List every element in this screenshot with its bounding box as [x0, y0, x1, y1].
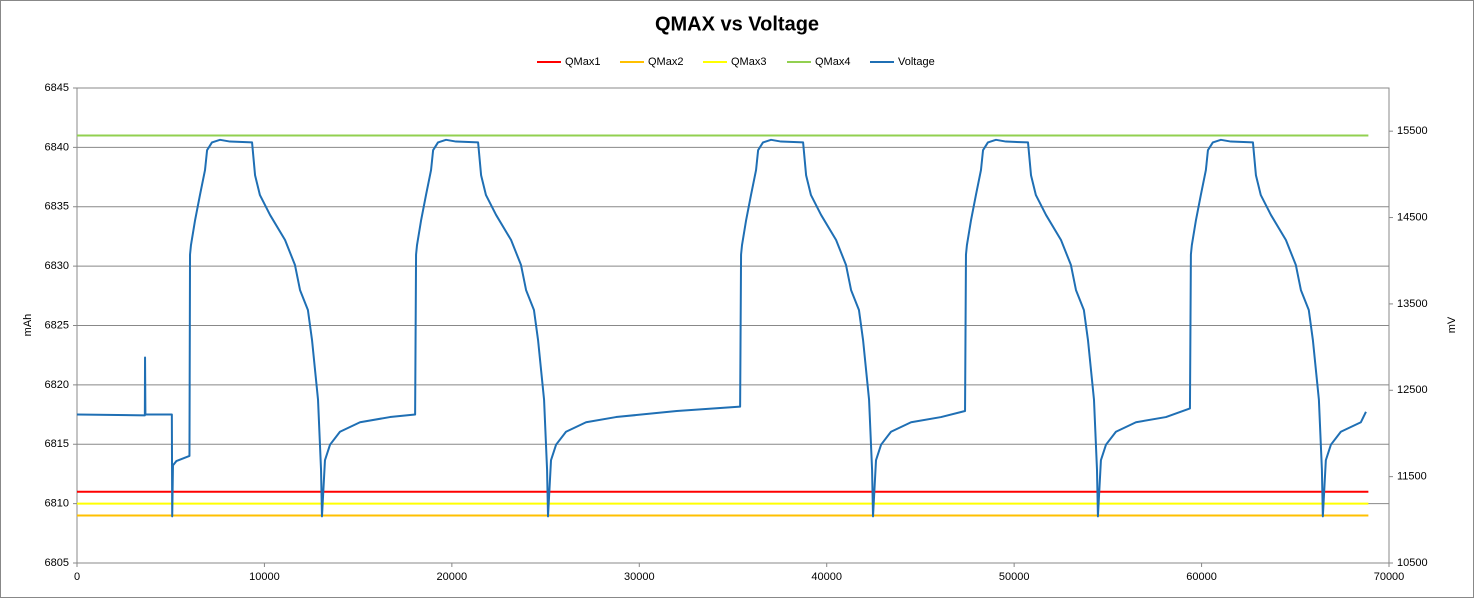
x-tick-label: 20000 — [437, 571, 468, 583]
y-tick-label: 6825 — [45, 319, 69, 331]
y-tick-label: 6805 — [45, 557, 69, 569]
y2-tick-label: 12500 — [1397, 384, 1428, 396]
y2-axis-label: mV — [1446, 316, 1458, 333]
x-tick-label: 40000 — [811, 571, 842, 583]
x-tick-label: 60000 — [1186, 571, 1217, 583]
legend-label: QMax4 — [815, 56, 850, 68]
x-tick-label: 30000 — [624, 571, 655, 583]
y-tick-label: 6815 — [45, 438, 69, 450]
legend-label: QMax2 — [648, 56, 683, 68]
plot-area — [76, 87, 1390, 564]
x-tick-label: 0 — [74, 571, 80, 583]
y2-tick-label: 11500 — [1397, 471, 1427, 483]
y-tick-label: 6845 — [45, 82, 69, 94]
y-tick-label: 6835 — [45, 201, 69, 213]
y2-tick-label: 10500 — [1397, 557, 1428, 569]
y-tick-label: 6810 — [45, 498, 69, 510]
series-line — [76, 138, 1367, 518]
y2-tick-label: 14500 — [1397, 211, 1428, 223]
x-tick-label: 50000 — [999, 571, 1030, 583]
y-tick-label: 6840 — [45, 141, 69, 153]
legend-label: QMax3 — [731, 56, 766, 68]
x-tick-label: 70000 — [1374, 571, 1405, 583]
y-tick-label: 6820 — [45, 379, 69, 391]
y-axis-label: mAh — [22, 314, 34, 337]
legend-label: QMax1 — [565, 56, 600, 68]
y2-tick-label: 15500 — [1397, 125, 1428, 137]
y-tick-label: 6830 — [45, 260, 69, 272]
y2-tick-label: 13500 — [1397, 298, 1428, 310]
x-tick-label: 10000 — [249, 571, 280, 583]
chart-title: QMAX vs Voltage — [655, 13, 819, 35]
legend-label: Voltage — [898, 56, 935, 68]
